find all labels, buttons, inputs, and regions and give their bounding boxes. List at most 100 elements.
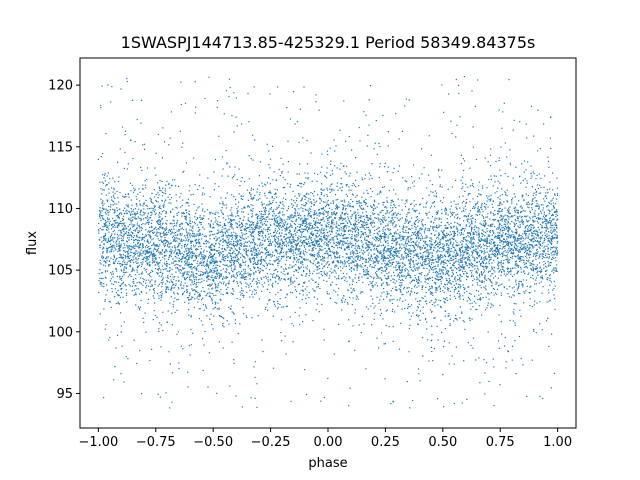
data-point <box>516 203 518 205</box>
data-point <box>250 247 252 249</box>
data-point <box>115 281 117 283</box>
data-point <box>556 226 558 228</box>
data-point <box>345 227 347 229</box>
data-point <box>128 218 130 220</box>
data-point <box>312 247 314 249</box>
data-point <box>146 246 149 248</box>
data-point <box>415 227 417 229</box>
data-point <box>513 226 515 228</box>
data-point <box>301 223 303 225</box>
data-point <box>463 207 465 209</box>
data-point <box>103 236 106 238</box>
data-point <box>118 244 120 246</box>
data-point <box>255 271 257 273</box>
data-point <box>163 210 165 212</box>
data-point <box>98 239 101 241</box>
data-point <box>181 252 183 254</box>
data-point <box>373 244 375 246</box>
data-point <box>515 303 517 305</box>
data-point <box>385 242 387 244</box>
data-point <box>545 224 547 226</box>
data-point <box>280 331 282 334</box>
data-point <box>252 242 254 244</box>
data-point <box>539 148 541 150</box>
data-point <box>192 272 194 274</box>
data-point <box>248 224 251 226</box>
data-point <box>382 235 384 237</box>
data-point <box>210 259 212 261</box>
data-point <box>459 116 461 118</box>
data-point <box>512 267 514 269</box>
data-point <box>411 244 413 246</box>
data-point <box>456 228 458 230</box>
data-point <box>476 284 479 286</box>
data-point <box>527 203 529 206</box>
data-point <box>442 243 444 245</box>
data-point <box>103 236 105 238</box>
data-point <box>546 221 548 223</box>
data-point <box>400 279 402 282</box>
data-point <box>232 219 234 221</box>
data-point <box>549 275 551 277</box>
data-point <box>490 303 492 305</box>
data-point <box>240 239 242 241</box>
data-point <box>177 249 179 251</box>
data-point <box>243 245 245 248</box>
data-point <box>249 192 251 194</box>
data-point <box>180 239 183 241</box>
data-point <box>421 297 423 299</box>
data-point <box>118 230 120 232</box>
data-point <box>233 362 235 364</box>
data-point <box>449 208 451 210</box>
data-point <box>489 250 492 252</box>
data-point <box>362 258 364 260</box>
data-point <box>410 281 413 283</box>
data-point <box>313 260 315 262</box>
data-point <box>181 223 184 225</box>
data-point <box>184 279 186 281</box>
data-point <box>478 237 480 239</box>
data-point <box>407 303 410 305</box>
data-point <box>498 265 500 267</box>
data-point <box>472 306 474 308</box>
data-point <box>139 254 141 256</box>
data-point <box>219 202 221 205</box>
data-point <box>268 150 270 152</box>
data-point <box>287 244 290 246</box>
data-point <box>469 292 471 294</box>
data-point <box>253 260 255 263</box>
data-point <box>304 281 306 283</box>
data-point <box>151 192 153 194</box>
data-point <box>309 242 311 245</box>
data-point <box>185 218 187 220</box>
data-point <box>512 184 514 186</box>
data-point <box>326 235 328 237</box>
data-point <box>144 249 146 251</box>
data-point <box>476 251 478 253</box>
data-point <box>476 279 478 281</box>
data-point <box>105 237 107 240</box>
data-point <box>446 218 448 220</box>
data-point <box>264 240 266 242</box>
data-point <box>437 254 439 256</box>
data-point <box>187 265 189 267</box>
data-point <box>368 244 370 246</box>
data-point <box>178 260 180 262</box>
data-point <box>420 221 423 223</box>
data-point <box>335 244 337 246</box>
data-point <box>519 257 521 259</box>
data-point <box>118 263 121 265</box>
data-point <box>469 185 471 187</box>
data-point <box>542 286 544 288</box>
data-point <box>240 180 242 182</box>
data-point <box>529 254 532 256</box>
data-point <box>386 171 389 173</box>
data-point <box>272 209 275 211</box>
data-point <box>226 291 228 293</box>
data-point <box>178 245 180 247</box>
data-point <box>144 235 146 238</box>
data-point <box>519 255 521 258</box>
data-point <box>489 248 492 250</box>
data-point <box>482 224 484 226</box>
data-point <box>283 241 285 244</box>
